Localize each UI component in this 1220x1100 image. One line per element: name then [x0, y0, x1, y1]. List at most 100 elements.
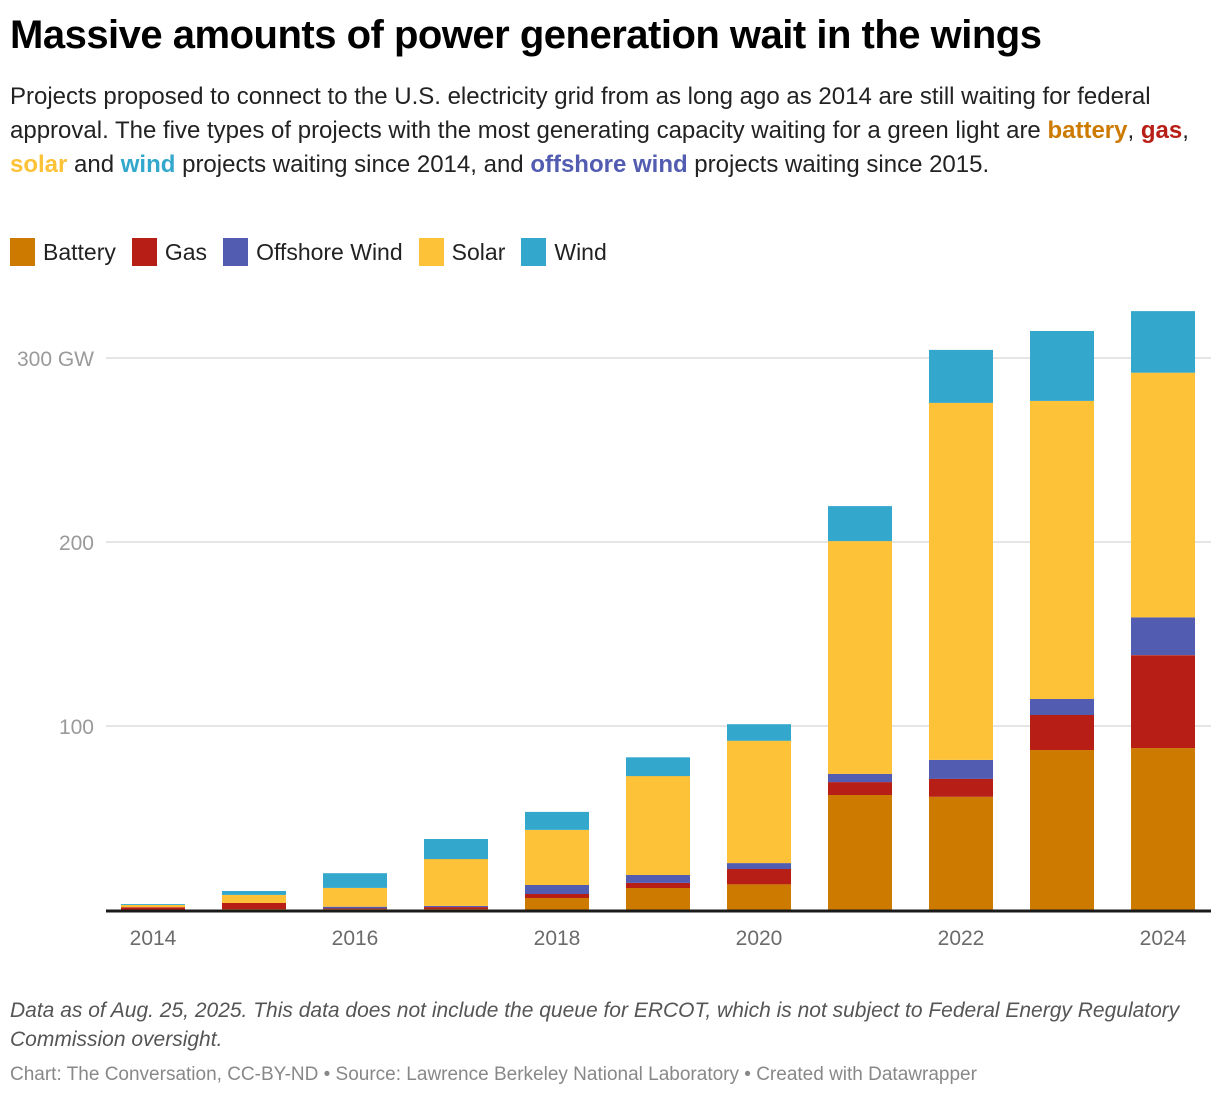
legend-item-solar: Solar — [418, 238, 506, 266]
bar-segment-gas-2015 — [222, 903, 286, 910]
bar-segment-gas-2016 — [323, 908, 387, 910]
legend-label-offshore-wind: Offshore Wind — [256, 238, 403, 265]
bar-stack-2018 — [525, 811, 589, 910]
bar-segment-offshore-wind-2023 — [1030, 699, 1094, 715]
bar-segment-solar-2018 — [525, 830, 589, 885]
x-tick-label: 2014 — [130, 927, 177, 950]
bar-segment-wind-2024 — [1131, 311, 1195, 373]
bar-segment-gas-2022 — [929, 778, 993, 797]
bar-segment-wind-2015 — [222, 891, 286, 895]
bar-segment-solar-2021 — [828, 541, 892, 774]
legend-swatch-gas — [131, 238, 157, 266]
legend-item-wind: Wind — [521, 238, 607, 266]
bar-segment-solar-2022 — [929, 402, 993, 760]
chart-title: Massive amounts of power generation wait… — [10, 13, 1042, 57]
bar-segment-battery-2018 — [525, 898, 589, 910]
gridlines: 100 200 300 GW — [17, 348, 1211, 739]
bar-segment-wind-2019 — [626, 757, 690, 777]
bar-segment-offshore-wind-2022 — [929, 759, 993, 779]
bar-segment-solar-2017 — [424, 859, 488, 906]
x-tick-label: 2020 — [736, 927, 783, 950]
desc-wind: wind — [120, 151, 176, 178]
bar-segment-solar-2014 — [121, 905, 185, 908]
bar-segment-wind-2016 — [323, 873, 387, 888]
bar-segment-battery-2020 — [727, 884, 791, 910]
legend-label-solar: Solar — [451, 238, 506, 265]
bar-segment-gas-2021 — [828, 782, 892, 795]
desc-battery: battery — [1047, 117, 1128, 144]
bar-segment-gas-2024 — [1131, 655, 1195, 749]
desc-text-3: projects waiting since 2014, and — [175, 151, 531, 178]
x-tick-label: 2022 — [938, 927, 985, 950]
bar-segment-wind-2021 — [828, 506, 892, 542]
bar-segment-offshore-wind-2019 — [626, 875, 690, 883]
legend-item-offshore-wind: Offshore Wind — [223, 238, 403, 266]
desc-text-4: projects waiting since 2015. — [687, 151, 990, 178]
bar-segment-offshore-wind-2017 — [424, 906, 488, 908]
stacked-bar-chart: 100 200 300 GW 2014 2016 2018 2020 2022 2024 — [17, 311, 1211, 950]
bar-segment-solar-2019 — [626, 776, 690, 875]
bar-stack-2022 — [929, 349, 993, 910]
bars — [121, 311, 1195, 910]
bar-stack-2024 — [1131, 311, 1195, 910]
bar-segment-battery-2022 — [929, 796, 993, 910]
desc-sep-2: , — [1182, 117, 1189, 144]
bar-segment-gas-2019 — [626, 883, 690, 888]
bar-stack-2021 — [828, 506, 892, 910]
bar-segment-solar-2024 — [1131, 372, 1195, 618]
x-axis-ticks: 2014 2016 2018 2020 2022 2024 — [130, 927, 1187, 950]
legend: Battery Gas Offshore Wind Solar Wind — [10, 238, 623, 266]
chart-description: Projects proposed to connect to the U.S.… — [10, 80, 1210, 182]
bar-segment-wind-2020 — [727, 724, 791, 741]
bar-segment-wind-2014 — [121, 904, 185, 905]
bar-segment-solar-2020 — [727, 740, 791, 864]
bar-segment-wind-2023 — [1030, 331, 1094, 401]
y-tick-label: 300 GW — [17, 348, 94, 371]
desc-text-2: and — [67, 151, 121, 178]
x-tick-label: 2016 — [332, 927, 379, 950]
desc-text-1: Projects proposed to connect to the U.S.… — [10, 83, 1151, 144]
bar-segment-wind-2017 — [424, 839, 488, 860]
bar-stack-2020 — [727, 724, 791, 910]
bar-segment-gas-2018 — [525, 894, 589, 898]
bar-segment-gas-2020 — [727, 869, 791, 885]
bar-segment-gas-2023 — [1030, 715, 1094, 750]
y-tick-label: 200 — [59, 532, 94, 555]
bar-segment-solar-2015 — [222, 894, 286, 903]
bar-segment-solar-2023 — [1030, 400, 1094, 699]
bar-segment-wind-2022 — [929, 349, 993, 403]
chart-credit: Chart: The Conversation, CC-BY-ND • Sour… — [10, 1064, 977, 1085]
legend-item-battery: Battery — [10, 238, 116, 266]
bar-stack-2023 — [1030, 331, 1094, 910]
bar-segment-battery-2019 — [626, 887, 690, 910]
legend-swatch-wind — [521, 238, 547, 266]
legend-swatch-offshore-wind — [223, 238, 249, 266]
bar-stack-2014 — [121, 904, 185, 910]
desc-offshore-wind: offshore wind — [530, 151, 688, 178]
legend-swatch-solar — [418, 238, 444, 266]
legend-label-battery: Battery — [43, 238, 116, 265]
bar-segment-battery-2021 — [828, 795, 892, 910]
legend-label-wind: Wind — [554, 238, 607, 265]
bar-segment-wind-2018 — [525, 811, 589, 830]
bar-segment-offshore-wind-2021 — [828, 773, 892, 783]
bar-segment-offshore-wind-2016 — [323, 906, 387, 909]
bar-segment-offshore-wind-2020 — [727, 863, 791, 869]
bar-stack-2016 — [323, 873, 387, 910]
bar-segment-gas-2017 — [424, 907, 488, 910]
bar-stack-2017 — [424, 839, 488, 910]
legend-swatch-battery — [10, 238, 35, 266]
desc-sep-1: , — [1127, 117, 1141, 144]
legend-item-gas: Gas — [131, 238, 208, 266]
bar-segment-solar-2016 — [323, 887, 387, 907]
bar-segment-gas-2014 — [121, 907, 185, 910]
x-tick-label: 2018 — [534, 927, 581, 950]
x-tick-label: 2024 — [1140, 927, 1187, 950]
bar-stack-2015 — [222, 891, 286, 910]
bar-segment-offshore-wind-2018 — [525, 885, 589, 894]
chart-note: Data as of Aug. 25, 2025. This data does… — [10, 999, 1180, 1051]
bar-stack-2019 — [626, 757, 690, 910]
bar-segment-battery-2024 — [1131, 748, 1195, 910]
legend-label-gas: Gas — [164, 238, 208, 265]
bar-segment-offshore-wind-2024 — [1131, 617, 1195, 656]
